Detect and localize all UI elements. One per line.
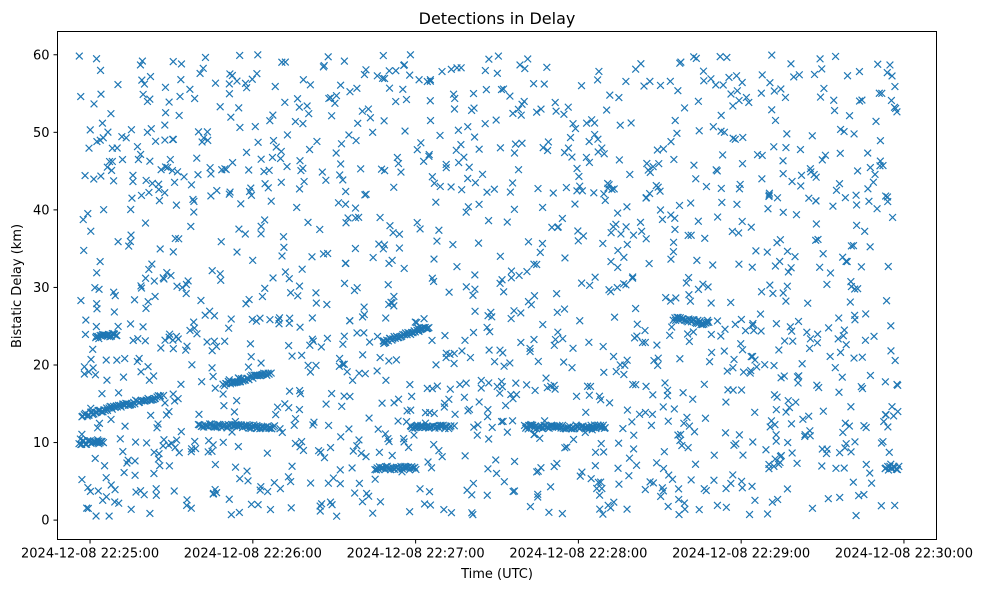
- x-tick-label: 2024-12-08 22:27:00: [347, 547, 485, 562]
- x-axis-label: Time (UTC): [460, 567, 533, 582]
- x-tick-label: 2024-12-08 22:25:00: [21, 547, 159, 562]
- y-tick-label: 60: [33, 48, 50, 63]
- y-tick-label: 50: [33, 126, 50, 141]
- y-tick-label: 0: [41, 514, 49, 529]
- y-tick-label: 40: [33, 203, 50, 218]
- y-tick-label: 30: [33, 281, 50, 296]
- x-tick-label: 2024-12-08 22:29:00: [672, 547, 810, 562]
- y-tick-label: 10: [33, 436, 50, 451]
- y-tick-label: 20: [33, 358, 50, 373]
- x-tick-label: 2024-12-08 22:30:00: [835, 547, 973, 562]
- y-axis-label: Bistatic Delay (km): [10, 224, 25, 348]
- x-tick-label: 2024-12-08 22:28:00: [509, 547, 647, 562]
- chart-title: Detections in Delay: [419, 9, 576, 28]
- x-tick-label: 2024-12-08 22:26:00: [184, 547, 322, 562]
